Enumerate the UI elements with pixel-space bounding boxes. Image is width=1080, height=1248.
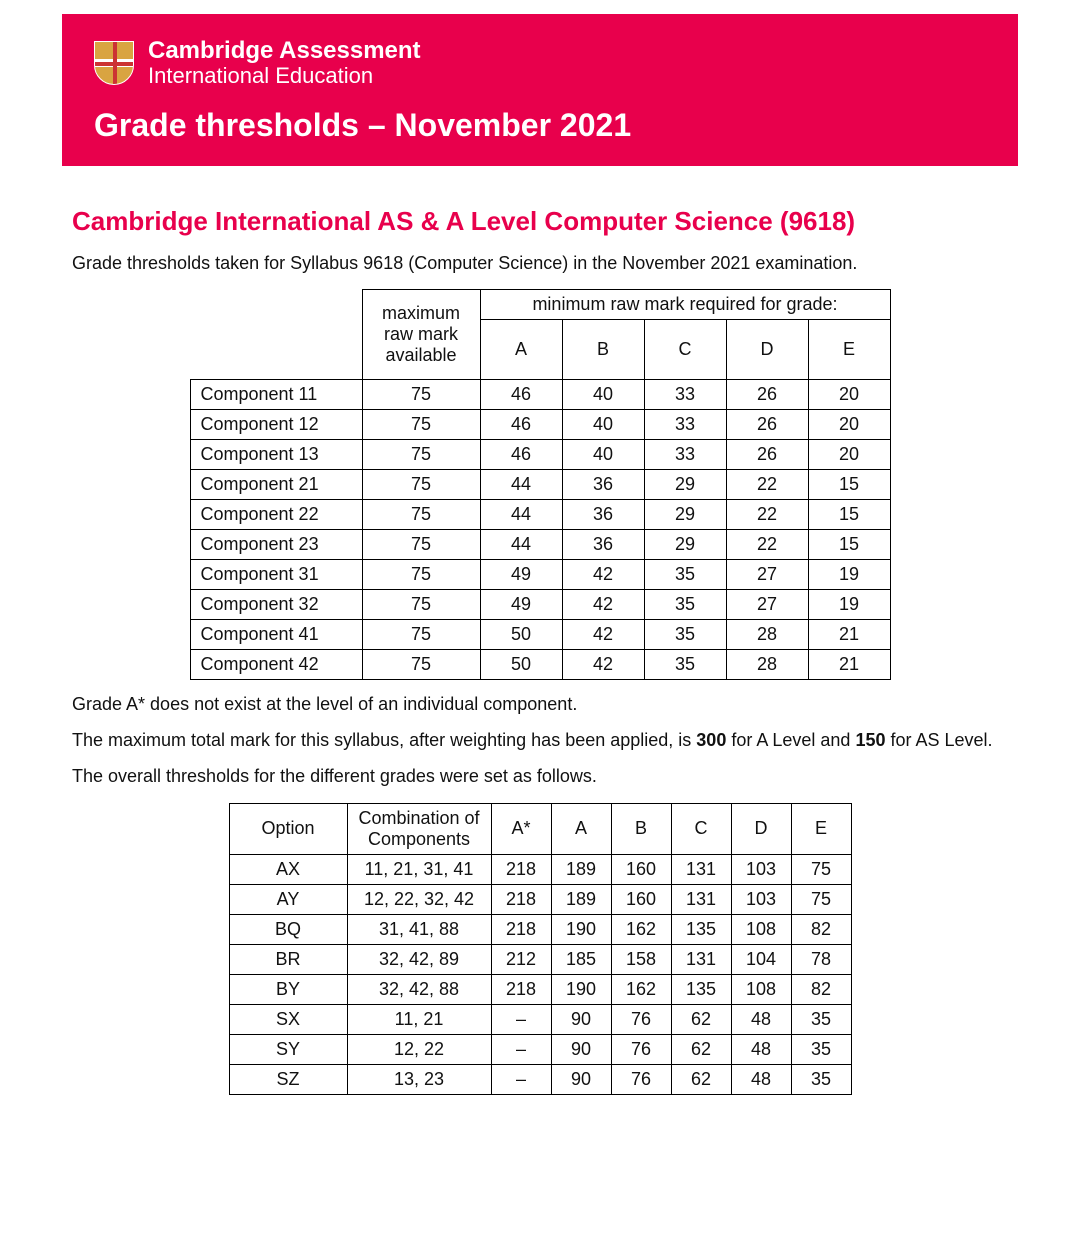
- table-row-name: Component 31: [190, 559, 362, 589]
- page-header: Cambridge Assessment International Educa…: [62, 14, 1018, 166]
- brand-text: Cambridge Assessment International Educa…: [148, 38, 421, 89]
- brand-line2: International Education: [148, 64, 421, 88]
- components-table: maximum raw mark availableminimum raw ma…: [190, 289, 891, 680]
- table-row-name: Component 13: [190, 439, 362, 469]
- table-row-name: Component 22: [190, 499, 362, 529]
- page-content: Cambridge International AS & A Level Com…: [0, 166, 1080, 1095]
- page-title: Grade thresholds – November 2021: [94, 107, 986, 144]
- subject-title: Cambridge International AS & A Level Com…: [72, 206, 1008, 237]
- option-code: SY: [229, 1034, 347, 1064]
- intro-text: Grade thresholds taken for Syllabus 9618…: [72, 251, 1008, 275]
- note-overall: The overall thresholds for the different…: [72, 764, 1008, 788]
- brand-line1: Cambridge Assessment: [148, 38, 421, 64]
- option-code: SZ: [229, 1064, 347, 1094]
- table-row-name: Component 42: [190, 649, 362, 679]
- cambridge-shield-icon: [94, 41, 134, 85]
- option-code: BR: [229, 944, 347, 974]
- table-row-name: Component 23: [190, 529, 362, 559]
- table-row-name: Component 32: [190, 589, 362, 619]
- option-code: AY: [229, 884, 347, 914]
- option-code: BQ: [229, 914, 347, 944]
- option-code: SX: [229, 1004, 347, 1034]
- table-row-name: Component 12: [190, 409, 362, 439]
- note-astar: Grade A* does not exist at the level of …: [72, 692, 1008, 716]
- note-maxmark: The maximum total mark for this syllabus…: [72, 728, 1008, 752]
- table-row-name: Component 41: [190, 619, 362, 649]
- options-table: OptionCombination of ComponentsA*ABCDEAX…: [229, 803, 852, 1095]
- option-code: AX: [229, 854, 347, 884]
- option-code: BY: [229, 974, 347, 1004]
- table-row-name: Component 21: [190, 469, 362, 499]
- brand-block: Cambridge Assessment International Educa…: [94, 38, 986, 89]
- table-row-name: Component 11: [190, 379, 362, 409]
